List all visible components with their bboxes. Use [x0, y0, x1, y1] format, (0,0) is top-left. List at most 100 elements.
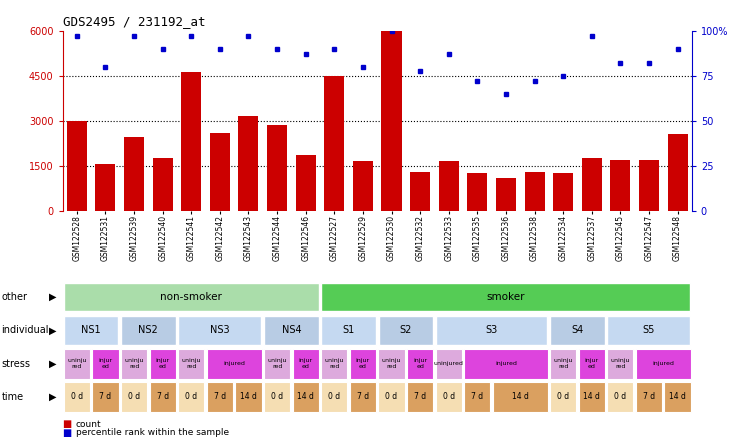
Text: injured: injured [223, 361, 245, 366]
Bar [149, 382, 176, 412]
Text: S1: S1 [342, 325, 355, 335]
Text: 0 d: 0 d [128, 392, 140, 401]
Bar [550, 349, 576, 379]
Bar [325, 76, 344, 211]
Bar [493, 382, 548, 412]
Text: ▶: ▶ [49, 359, 57, 369]
Text: 7 d: 7 d [99, 392, 112, 401]
Text: uninju
red: uninju red [325, 358, 344, 369]
Bar [321, 349, 347, 379]
Bar [578, 382, 605, 412]
Bar [64, 382, 90, 412]
Bar [267, 126, 287, 211]
Bar [264, 316, 319, 345]
Bar [152, 159, 173, 211]
Text: injur
ed: injur ed [155, 358, 170, 369]
Bar [121, 349, 147, 379]
Bar [322, 316, 376, 345]
Text: uninju
red: uninju red [124, 358, 144, 369]
Bar [264, 382, 290, 412]
Text: 0 d: 0 d [557, 392, 569, 401]
Text: uninju
red: uninju red [553, 358, 573, 369]
Text: percentile rank within the sample: percentile rank within the sample [76, 428, 229, 437]
Text: 7 d: 7 d [643, 392, 655, 401]
Text: stress: stress [1, 359, 30, 369]
Text: 0 d: 0 d [386, 392, 397, 401]
Text: uninju
red: uninju red [611, 358, 630, 369]
Bar [436, 316, 548, 345]
Text: 7 d: 7 d [471, 392, 484, 401]
Text: 0 d: 0 d [185, 392, 197, 401]
Bar [178, 316, 261, 345]
Text: injur
ed: injur ed [299, 358, 313, 369]
Bar [439, 162, 459, 211]
Text: 0 d: 0 d [271, 392, 283, 401]
Text: injured: injured [652, 361, 674, 366]
Bar [350, 382, 376, 412]
Text: time: time [1, 392, 24, 402]
Bar [238, 116, 258, 211]
Bar [178, 349, 205, 379]
Bar [607, 316, 690, 345]
Text: non-smoker: non-smoker [160, 292, 222, 302]
Text: uninju
red: uninju red [267, 358, 287, 369]
Bar [607, 349, 634, 379]
Bar [525, 172, 545, 211]
Text: individual: individual [1, 325, 49, 335]
Bar [322, 283, 690, 311]
Bar [210, 133, 230, 211]
Bar [581, 159, 602, 211]
Bar [64, 283, 319, 311]
Text: NS4: NS4 [282, 325, 301, 335]
Bar [636, 349, 690, 379]
Bar [178, 382, 205, 412]
Bar [381, 31, 402, 211]
Bar [407, 382, 434, 412]
Bar [551, 316, 604, 345]
Text: count: count [76, 420, 102, 428]
Text: S2: S2 [400, 325, 412, 335]
Text: injur
ed: injur ed [584, 358, 599, 369]
Bar [496, 178, 516, 211]
Bar [436, 382, 462, 412]
Bar [464, 349, 548, 379]
Bar [292, 382, 319, 412]
Bar [553, 174, 573, 211]
Bar [378, 349, 405, 379]
Bar [149, 349, 176, 379]
Bar [264, 349, 290, 379]
Bar [350, 349, 376, 379]
Text: injur
ed: injur ed [355, 358, 370, 369]
Bar [207, 349, 261, 379]
Bar [92, 382, 118, 412]
Bar [410, 172, 430, 211]
Text: S4: S4 [571, 325, 584, 335]
Text: ▶: ▶ [49, 292, 57, 302]
Bar [121, 316, 176, 345]
Text: other: other [1, 292, 27, 302]
Text: uninju
red: uninju red [67, 358, 87, 369]
Bar [607, 382, 634, 412]
Text: 0 d: 0 d [328, 392, 340, 401]
Text: NS1: NS1 [82, 325, 101, 335]
Bar [96, 164, 116, 211]
Text: uninjured: uninjured [434, 361, 464, 366]
Bar [464, 382, 490, 412]
Bar [610, 160, 630, 211]
Bar [665, 382, 690, 412]
Bar [296, 155, 316, 211]
Bar [407, 349, 434, 379]
Text: ▶: ▶ [49, 325, 57, 335]
Text: smoker: smoker [486, 292, 526, 302]
Text: uninju
red: uninju red [182, 358, 201, 369]
Bar [636, 382, 662, 412]
Bar [236, 382, 261, 412]
Text: 7 d: 7 d [214, 392, 226, 401]
Text: injur
ed: injur ed [413, 358, 427, 369]
Text: 0 d: 0 d [615, 392, 626, 401]
Text: ■: ■ [63, 428, 72, 438]
Bar [181, 71, 201, 211]
Text: 7 d: 7 d [414, 392, 426, 401]
Text: NS2: NS2 [138, 325, 158, 335]
Bar [121, 382, 147, 412]
